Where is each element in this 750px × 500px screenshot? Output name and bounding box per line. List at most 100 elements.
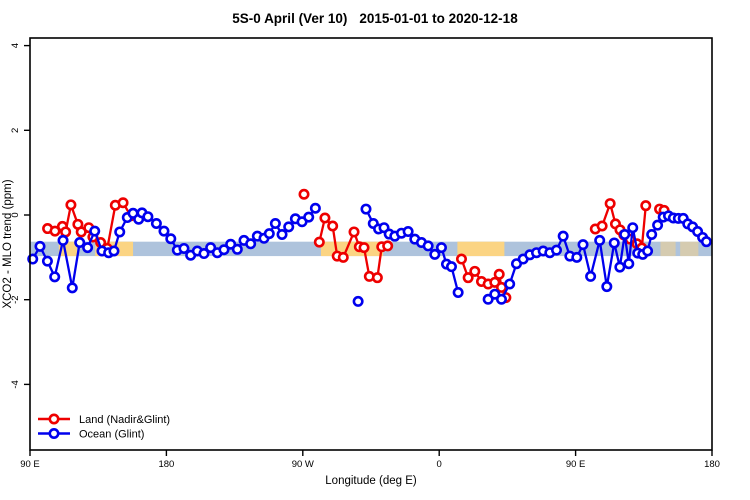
data-point	[627, 222, 639, 234]
chart-title: 5S-0 April (Ver 10) 2015-01-01 to 2020-12…	[232, 11, 518, 26]
y-axis-label: XCO2 - MLO trend (ppm)	[2, 179, 14, 308]
data-point	[60, 226, 72, 238]
data-point	[495, 293, 507, 305]
data-point	[49, 271, 61, 283]
y-tick-label: 2	[10, 128, 21, 133]
legend-marker-point	[48, 413, 60, 425]
x-tick-label: 180	[158, 459, 174, 470]
x-tick-label: 90 E	[20, 459, 40, 470]
legend: Land (Nadir&Glint) Ocean (Glint)	[38, 413, 170, 440]
data-point	[571, 251, 583, 263]
data-point	[337, 251, 349, 263]
data-point	[646, 228, 658, 240]
data-point	[700, 236, 712, 248]
data-point	[49, 225, 61, 237]
x-tick-label: 0	[437, 459, 442, 470]
data-point	[283, 221, 295, 233]
land-band-segment	[457, 241, 505, 257]
data-point	[504, 278, 516, 290]
legend-item-label: Land (Nadir&Glint)	[79, 414, 170, 426]
data-point	[245, 238, 257, 250]
y-tick-label: 4	[10, 43, 21, 48]
data-point	[429, 248, 441, 260]
data-point	[165, 233, 177, 245]
data-point	[422, 240, 434, 252]
data-point	[594, 234, 606, 246]
data-point	[150, 217, 162, 229]
plot-frame	[29, 37, 713, 451]
x-tick-label: 90 E	[566, 459, 586, 470]
data-point	[352, 295, 364, 307]
data-point	[319, 212, 331, 224]
data-point	[469, 265, 481, 277]
data-point	[313, 236, 325, 248]
data-point	[89, 225, 101, 237]
data-point	[614, 261, 626, 273]
data-point	[309, 202, 321, 214]
data-point	[82, 242, 94, 254]
series-ocean	[27, 202, 712, 307]
land-band-segment-faint	[680, 241, 699, 257]
legend-marker-point	[48, 427, 60, 439]
data-point	[303, 211, 315, 223]
data-point	[604, 198, 616, 210]
data-point	[269, 217, 281, 229]
data-point	[74, 237, 86, 249]
y-tick-label: -2	[10, 295, 21, 303]
data-point	[608, 237, 620, 249]
land-band-segment-faint	[660, 241, 676, 257]
data-point	[640, 200, 652, 212]
data-point	[577, 239, 589, 251]
data-point	[371, 272, 383, 284]
data-point	[557, 230, 569, 242]
data-point	[652, 219, 664, 231]
data-point	[117, 197, 129, 209]
data-point	[65, 199, 77, 211]
data-point	[493, 268, 505, 280]
x-tick-label: 180	[704, 459, 720, 470]
data-point	[445, 261, 457, 273]
data-point	[263, 228, 275, 240]
data-series	[27, 188, 712, 307]
data-point	[358, 242, 370, 254]
data-point	[360, 203, 372, 215]
data-point	[231, 243, 243, 255]
data-point	[34, 240, 46, 252]
data-point	[601, 281, 613, 293]
data-point	[382, 240, 394, 252]
data-point	[623, 258, 635, 270]
data-point	[158, 225, 170, 237]
axis-ticks: 90 E 180 90 W 0 90 E 180 -4 -2 0 2 4	[10, 43, 720, 470]
y-tick-label: 0	[10, 212, 21, 217]
data-point	[619, 228, 631, 240]
x-axis-label: Longitude (deg E)	[325, 475, 417, 487]
data-point	[348, 226, 360, 238]
data-point	[108, 245, 120, 257]
data-point	[66, 282, 78, 294]
data-point	[452, 287, 464, 299]
y-tick-label: -4	[10, 380, 21, 388]
land-band-segment	[320, 241, 384, 257]
data-point	[57, 234, 69, 246]
data-point	[178, 242, 190, 254]
data-point	[276, 228, 288, 240]
legend-item-label: Ocean (Glint)	[79, 428, 144, 440]
data-point	[462, 272, 474, 284]
data-point	[114, 226, 126, 238]
data-point	[298, 188, 310, 200]
data-point	[642, 245, 654, 257]
data-point	[402, 226, 414, 238]
data-point	[198, 248, 210, 260]
data-point	[327, 220, 339, 232]
x-tick-label: 90 W	[292, 459, 314, 470]
data-point	[41, 255, 53, 267]
data-point	[585, 270, 597, 282]
data-point	[435, 242, 447, 254]
data-point	[551, 244, 563, 256]
data-point	[218, 244, 230, 256]
data-point	[142, 211, 154, 223]
data-point	[455, 253, 467, 265]
data-point	[596, 220, 608, 232]
